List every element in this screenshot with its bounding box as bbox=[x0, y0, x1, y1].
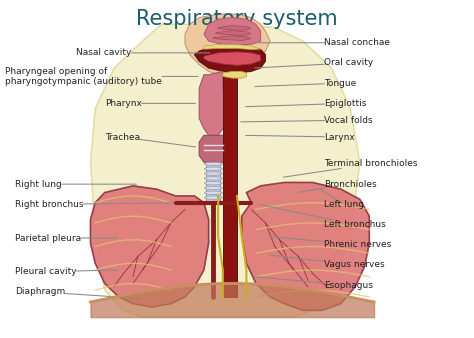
Polygon shape bbox=[91, 24, 360, 317]
Text: Pharyngeal opening of
pharyngotympanic (auditory) tube: Pharyngeal opening of pharyngotympanic (… bbox=[5, 67, 198, 86]
Text: Respiratory system: Respiratory system bbox=[136, 9, 338, 29]
Polygon shape bbox=[223, 71, 246, 78]
Text: Left bronchus: Left bronchus bbox=[260, 204, 386, 229]
Ellipse shape bbox=[204, 182, 222, 185]
Polygon shape bbox=[185, 14, 270, 75]
Ellipse shape bbox=[204, 191, 222, 194]
Polygon shape bbox=[199, 71, 228, 135]
Polygon shape bbox=[204, 18, 261, 45]
Text: Vagus nerves: Vagus nerves bbox=[269, 255, 385, 269]
Text: Vocal folds: Vocal folds bbox=[241, 116, 373, 125]
Ellipse shape bbox=[204, 177, 222, 180]
Polygon shape bbox=[223, 75, 237, 297]
Polygon shape bbox=[206, 162, 220, 203]
Ellipse shape bbox=[204, 186, 222, 190]
Text: Trachea: Trachea bbox=[105, 132, 195, 147]
Polygon shape bbox=[91, 186, 209, 307]
Text: Right lung: Right lung bbox=[15, 180, 137, 189]
Text: Nasal conchae: Nasal conchae bbox=[255, 38, 391, 47]
Text: Epiglottis: Epiglottis bbox=[246, 99, 367, 108]
Text: Bronchioles: Bronchioles bbox=[298, 180, 377, 192]
Polygon shape bbox=[204, 45, 261, 49]
Text: Right bronchus: Right bronchus bbox=[15, 200, 183, 209]
Text: Terminal bronchioles: Terminal bronchioles bbox=[283, 160, 418, 177]
Text: Pharynx: Pharynx bbox=[105, 99, 195, 108]
Text: Esophagus: Esophagus bbox=[255, 277, 374, 290]
Polygon shape bbox=[216, 31, 251, 35]
Text: Diaphragm: Diaphragm bbox=[15, 287, 141, 298]
Ellipse shape bbox=[204, 167, 222, 170]
Text: Tongue: Tongue bbox=[255, 79, 356, 88]
Text: Phrenic nerves: Phrenic nerves bbox=[269, 237, 392, 249]
Polygon shape bbox=[218, 26, 251, 30]
Polygon shape bbox=[242, 183, 369, 310]
Text: Pleural cavity: Pleural cavity bbox=[15, 267, 118, 276]
Polygon shape bbox=[204, 52, 261, 65]
Ellipse shape bbox=[204, 162, 222, 166]
Ellipse shape bbox=[204, 196, 222, 199]
Text: Left lung: Left lung bbox=[321, 190, 365, 209]
Text: Oral cavity: Oral cavity bbox=[255, 58, 374, 68]
Text: Larynx: Larynx bbox=[246, 132, 355, 142]
Polygon shape bbox=[199, 135, 228, 162]
Text: Nasal cavity: Nasal cavity bbox=[76, 48, 210, 57]
Text: Parietal pleura: Parietal pleura bbox=[15, 234, 118, 242]
Ellipse shape bbox=[204, 172, 222, 175]
Polygon shape bbox=[213, 36, 251, 41]
Polygon shape bbox=[194, 46, 265, 73]
